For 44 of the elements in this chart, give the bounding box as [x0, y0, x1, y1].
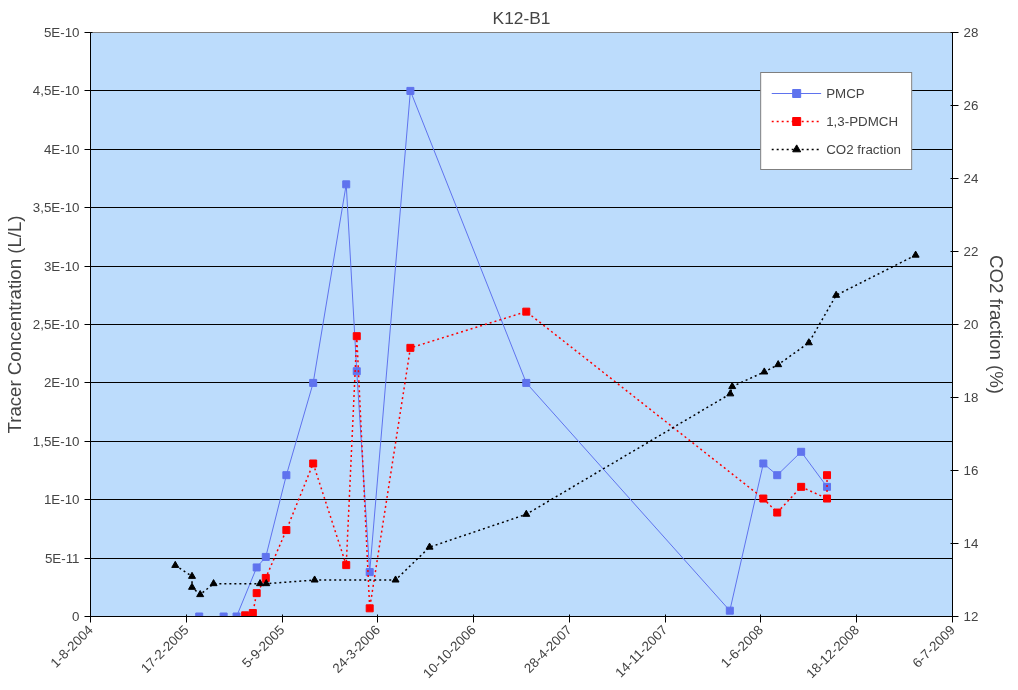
point: [911, 250, 920, 258]
y-tick-label: 0: [72, 609, 80, 624]
y2-tick-label: 16: [963, 463, 979, 478]
point: [726, 389, 735, 397]
point: [804, 338, 813, 346]
y-tick-label: 5E-10: [43, 25, 80, 40]
point: [188, 582, 197, 590]
point: [522, 509, 531, 517]
y2-tick-label: 12: [963, 609, 979, 624]
y-tick-label: 4E-10: [43, 141, 80, 157]
point: [310, 575, 319, 583]
point: [262, 579, 271, 587]
y2-tick-label: 24: [963, 171, 979, 186]
y2-tick-label: 18: [963, 390, 979, 405]
y-tick-label: 3E-10: [43, 258, 80, 274]
y2-tick-label: 28: [963, 25, 979, 40]
y2-axis-title: CO2 fraction (%): [986, 255, 1008, 394]
point: [391, 575, 400, 583]
chart-title: K12-B1: [492, 7, 551, 28]
y-tick-label: 1,5E-10: [32, 433, 80, 449]
point: [425, 542, 434, 550]
legend-label: PMCP: [826, 85, 865, 101]
point: [728, 382, 737, 390]
y2-tick-label: 26: [963, 98, 979, 113]
y-tick-label: 3,5E-10: [32, 200, 80, 216]
y2-tick-label: 22: [963, 244, 979, 259]
y2-tick-label: 20: [963, 317, 979, 332]
point: [832, 290, 841, 298]
point: [209, 579, 218, 587]
point: [171, 560, 180, 568]
legend-label: 1,3-PDMCH: [826, 113, 899, 129]
y2-tick-label: 14: [963, 536, 979, 551]
y-tick-label: 2,5E-10: [32, 317, 80, 332]
y-tick-label: 5E-11: [44, 550, 80, 566]
y-tick-label: 1E-10: [43, 492, 80, 508]
point: [188, 571, 197, 579]
y-tick-label: 4,5E-10: [32, 83, 80, 99]
point: [256, 579, 265, 587]
point: [196, 590, 205, 598]
y-axis-title: Tracer Concentration (L/L): [3, 215, 25, 434]
point: [774, 360, 783, 368]
y-tick-label: 2E-10: [43, 375, 80, 391]
point: [760, 367, 769, 375]
legend-label: CO2 fraction: [826, 141, 901, 157]
